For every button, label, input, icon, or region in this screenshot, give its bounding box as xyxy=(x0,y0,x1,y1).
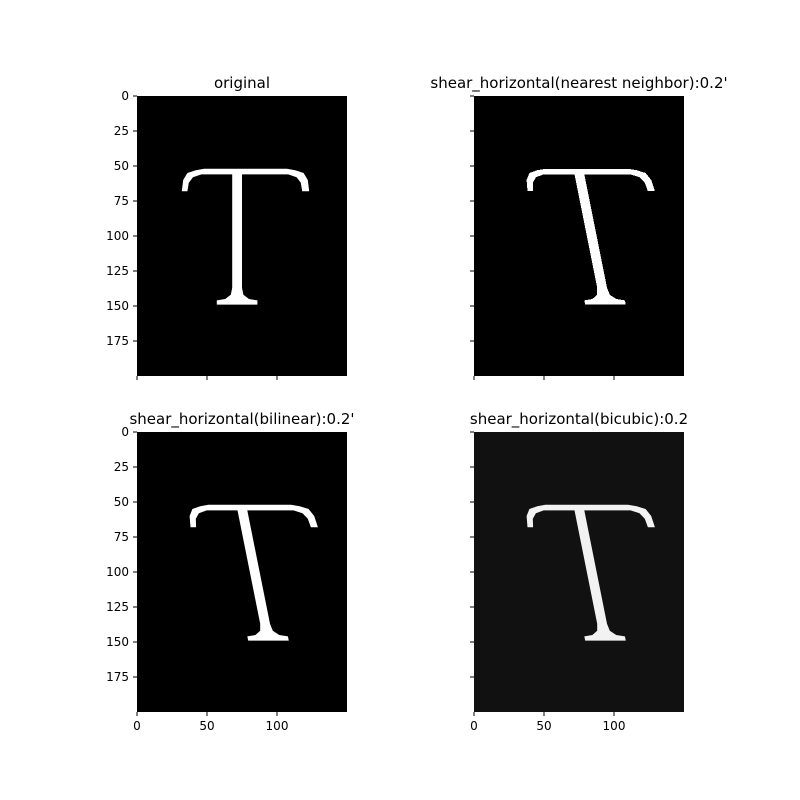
x-tick-label: 0 xyxy=(470,719,478,733)
subplot-title: original xyxy=(214,74,270,92)
x-tick-label: 50 xyxy=(536,719,551,733)
image-background xyxy=(137,432,347,712)
glyph-T xyxy=(189,504,318,641)
y-tick-label: 25 xyxy=(114,124,129,138)
image-background xyxy=(474,96,684,376)
y-tick-label: 100 xyxy=(106,229,129,243)
subplot-3: shear_horizontal(bilinear):0.2'025507510… xyxy=(106,410,354,733)
image-background xyxy=(474,432,684,712)
x-tick-label: 100 xyxy=(603,719,626,733)
subplot-title: shear_horizontal(bicubic):0.2 xyxy=(470,410,688,429)
glyph-T xyxy=(526,168,655,305)
y-tick-label: 150 xyxy=(106,635,129,649)
y-tick-label: 0 xyxy=(121,89,129,103)
subplot-4: shear_horizontal(bicubic):0.2 0 50 100 xyxy=(470,410,688,733)
subplot-1: original 0 25 50 75 100 125 150 175 xyxy=(106,74,347,380)
y-tick-label: 125 xyxy=(106,264,129,278)
y-tick-label: 50 xyxy=(114,159,129,173)
subplot-2: shear_horizontal(nearest neighbor):0.2' xyxy=(430,74,728,380)
y-tick-label: 150 xyxy=(106,299,129,313)
glyph-T xyxy=(526,504,655,641)
y-tick-label: 0 xyxy=(121,425,129,439)
y-tick-label: 175 xyxy=(106,334,129,348)
subplot-title: shear_horizontal(nearest neighbor):0.2' xyxy=(430,74,727,93)
y-tick-label: 75 xyxy=(114,194,129,208)
y-tick-label: 175 xyxy=(106,670,129,684)
x-tick-label: 0 xyxy=(133,719,141,733)
subplot-title: shear_horizontal(bilinear):0.2' xyxy=(129,410,354,429)
y-tick-label: 50 xyxy=(114,495,129,509)
y-tick-label: 75 xyxy=(114,530,129,544)
x-tick-label: 50 xyxy=(199,719,214,733)
y-tick-label: 25 xyxy=(114,460,129,474)
y-tick-label: 100 xyxy=(106,565,129,579)
x-tick-label: 100 xyxy=(266,719,289,733)
y-tick-label: 125 xyxy=(106,600,129,614)
